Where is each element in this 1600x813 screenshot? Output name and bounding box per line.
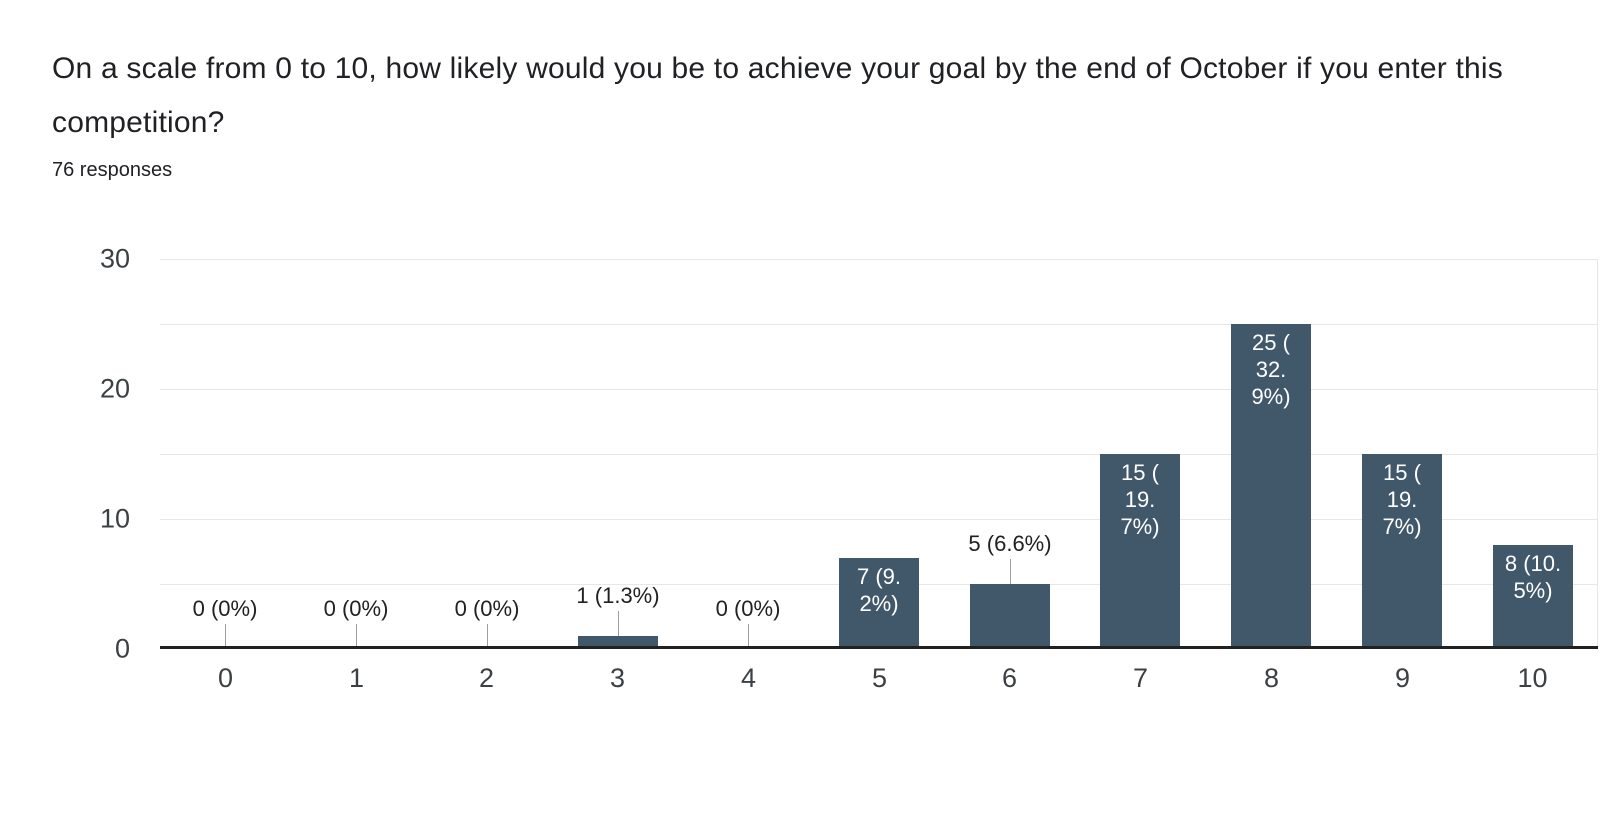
gridline-30 — [160, 259, 1598, 260]
x-axis-label-7: 7 — [1132, 663, 1149, 693]
bar-6[interactable] — [970, 584, 1050, 649]
x-axis-label-9: 9 — [1394, 663, 1411, 693]
label-stem-2 — [487, 624, 488, 649]
x-axis-label-3: 3 — [609, 663, 626, 693]
bar-10[interactable]: 8 (10. 5%) — [1493, 545, 1573, 649]
gridline-20 — [160, 389, 1598, 390]
x-axis-label-1: 1 — [348, 663, 365, 693]
bar-9[interactable]: 15 (19. 7%) — [1362, 454, 1442, 649]
response-count: 76 responses — [52, 159, 173, 181]
gridline-15 — [160, 454, 1598, 455]
bar-value-label-7: 15 (19. 7%) — [1120, 460, 1160, 539]
question-title: On a scale from 0 to 10, how likely woul… — [52, 52, 1503, 139]
bar-8[interactable]: 25 (32. 9%) — [1231, 324, 1311, 649]
y-axis-label-10: 10 — [99, 503, 130, 534]
bar-value-label-3: 1 (1.3%) — [576, 583, 660, 608]
x-axis-label-10: 10 — [1517, 663, 1548, 693]
bar-chart-plot-area: 0 10 20 30 0 (0%) 0 0 (0%) 1 0 (0%) 2 1 (1.3%) 3 0 (… — [100, 245, 1598, 693]
label-stem-3 — [618, 611, 619, 636]
y-axis-label-20: 20 — [99, 373, 130, 404]
bar-value-label-8: 25 (32. 9%) — [1251, 330, 1291, 409]
gridline-25 — [160, 324, 1598, 325]
bar-7[interactable]: 15 (19. 7%) — [1100, 454, 1180, 649]
y-axis-label-30: 30 — [99, 243, 130, 274]
bar-value-label-0: 0 (0%) — [192, 596, 258, 621]
gridline-10 — [160, 519, 1598, 520]
x-axis-label-0: 0 — [217, 663, 234, 693]
bar-value-label-10: 8 (10. 5%) — [1504, 551, 1562, 603]
x-axis-label-5: 5 — [871, 663, 888, 693]
bar-5[interactable]: 7 (9. 2%) — [839, 558, 919, 649]
bar-value-label-9: 15 (19. 7%) — [1382, 460, 1422, 539]
plot-right-border — [1597, 259, 1598, 649]
y-axis-label-0: 0 — [114, 633, 130, 664]
bar-value-label-1: 0 (0%) — [323, 596, 389, 621]
label-stem-6 — [1010, 559, 1011, 584]
x-axis-label-6: 6 — [1001, 663, 1018, 693]
x-axis-label-4: 4 — [740, 663, 757, 693]
bar-value-label-5: 7 (9. 2%) — [856, 564, 902, 616]
label-stem-0 — [225, 624, 226, 649]
x-axis-label-2: 2 — [478, 663, 495, 693]
label-stem-1 — [356, 624, 357, 649]
bar-3[interactable] — [578, 636, 658, 649]
bar-value-label-2: 0 (0%) — [454, 596, 520, 621]
bar-value-label-4: 0 (0%) — [715, 596, 781, 621]
bar-value-label-6: 5 (6.6%) — [968, 531, 1052, 556]
x-axis-line — [160, 646, 1598, 649]
label-stem-4 — [748, 624, 749, 649]
x-axis-label-8: 8 — [1263, 663, 1280, 693]
